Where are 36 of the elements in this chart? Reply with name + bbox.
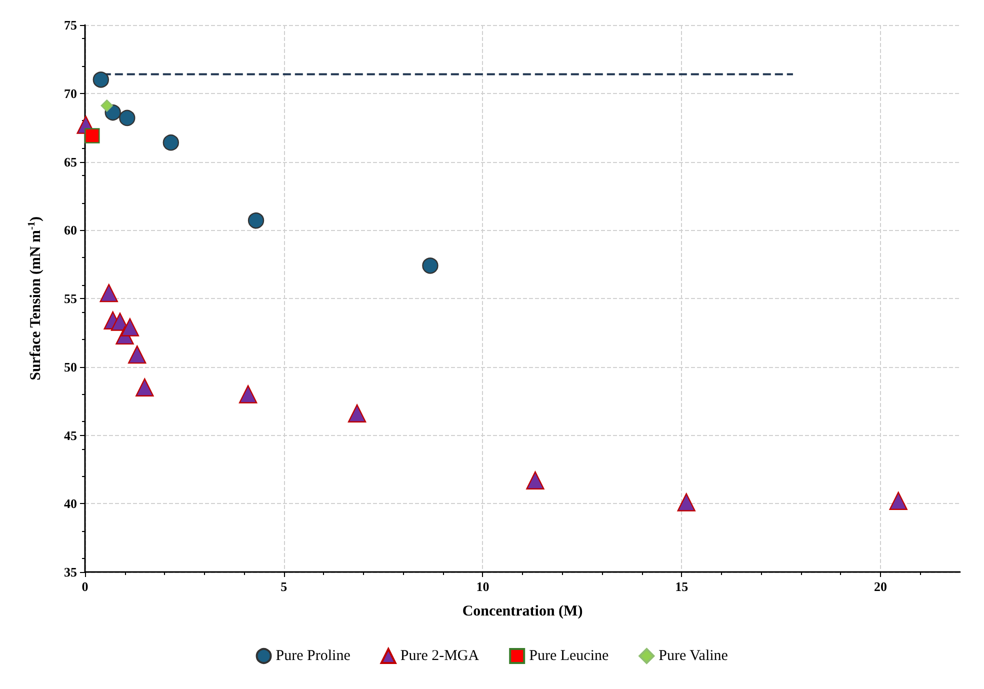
- y-tick-label: 60: [64, 222, 77, 238]
- point: [119, 110, 136, 126]
- x-tick-label: 10: [476, 579, 490, 594]
- point: [84, 128, 100, 144]
- point: [889, 492, 908, 510]
- point: [136, 378, 154, 396]
- point: [100, 100, 113, 112]
- point: [422, 258, 438, 274]
- point: [348, 404, 366, 422]
- legend-label: Pure Leucine: [529, 648, 609, 664]
- x-tick-label: 20: [874, 579, 887, 594]
- y-axis-title: Surface Tension (mN m-1): [26, 216, 44, 380]
- legend-label: Pure Valine: [658, 648, 728, 664]
- y-tick-label: 40: [64, 496, 77, 512]
- point: [526, 471, 544, 490]
- x-tick-label: 15: [675, 579, 689, 594]
- y-tick-label: 65: [64, 154, 78, 170]
- x-tick-label: 5: [280, 579, 288, 594]
- point: [120, 318, 140, 336]
- point: [248, 212, 264, 229]
- point: [100, 284, 118, 302]
- point: [238, 385, 258, 404]
- legend-label: Pure 2-MGA: [400, 648, 480, 664]
- point: [92, 72, 110, 88]
- y-tick-label: 55: [64, 291, 78, 306]
- point: [128, 345, 146, 364]
- x-axis-title: Concentration (M): [462, 604, 583, 620]
- y-tick-label: 45: [64, 428, 78, 443]
- x-tick-label: 0: [82, 579, 88, 594]
- point: [162, 134, 180, 151]
- y-tick-label: 50: [64, 359, 77, 374]
- point: [677, 493, 696, 512]
- y-tick-label: 75: [64, 18, 78, 32]
- y-tick-label: 35: [64, 564, 78, 580]
- legend-label: Pure Proline: [276, 648, 351, 664]
- y-tick-label: 70: [64, 86, 77, 101]
